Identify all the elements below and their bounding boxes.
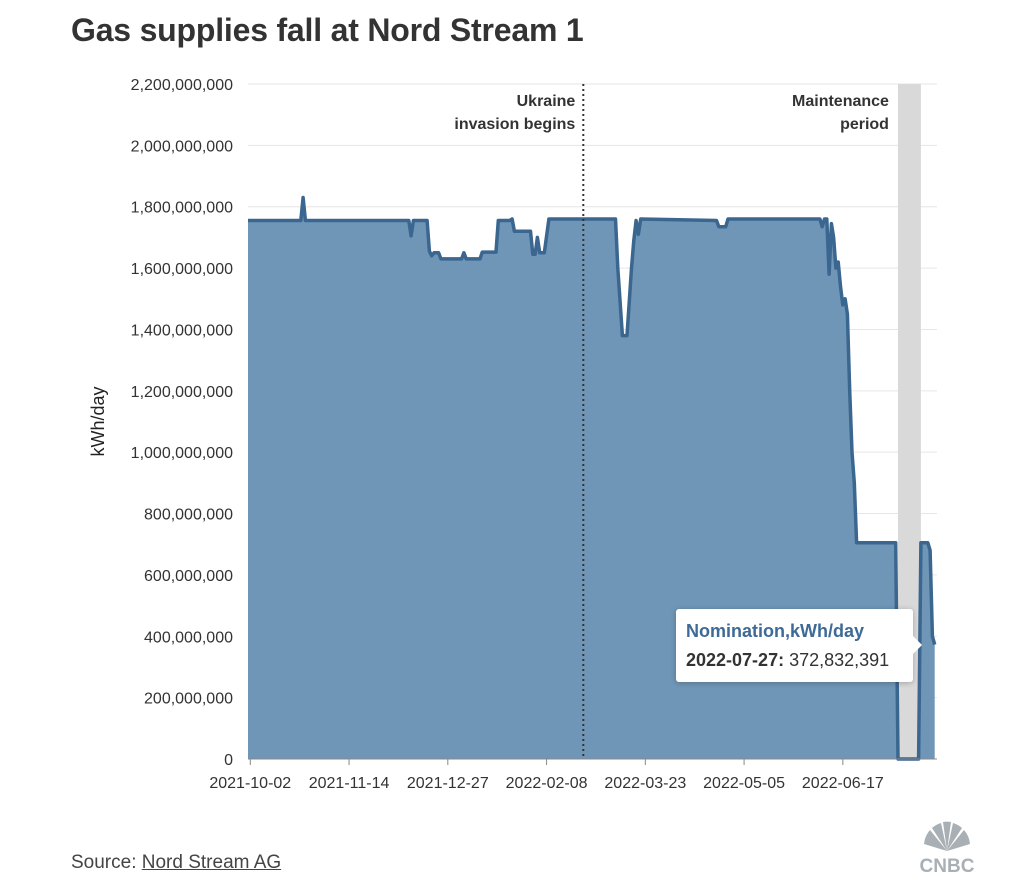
y-tick-label: 400,000,000 bbox=[144, 629, 233, 646]
tooltip-date: 2022-07-27: bbox=[686, 650, 785, 670]
chart-tooltip: Nomination,kWh/day 2022-07-27: 372,832,3… bbox=[676, 609, 922, 682]
x-tick-label: 2022-03-23 bbox=[604, 775, 686, 792]
source-prefix: Source: bbox=[71, 852, 142, 873]
y-tick-label: 2,000,000,000 bbox=[131, 138, 233, 155]
x-tick-label: 2021-12-27 bbox=[407, 775, 489, 792]
axis-layer: 0 200,000,000 400,000,000 600,000,000 800,00… bbox=[88, 77, 937, 792]
x-tick-label: 2022-06-17 bbox=[802, 775, 884, 792]
maintenance-band-layer bbox=[897, 84, 921, 759]
series-line[interactable] bbox=[248, 195, 937, 761]
x-tick-label: 2021-11-14 bbox=[309, 775, 390, 792]
cnbc-peacock-logo: CNBC bbox=[920, 821, 975, 876]
tooltip-row: 2022-07-27: 372,832,391 bbox=[686, 650, 889, 671]
y-tick-label: 600,000,000 bbox=[144, 568, 233, 585]
y-tick-label: 0 bbox=[224, 752, 233, 769]
x-tick-label: 2022-05-05 bbox=[703, 775, 785, 792]
y-tick-label: 1,600,000,000 bbox=[131, 261, 233, 278]
x-tick-label: 2021-10-02 bbox=[209, 775, 291, 792]
y-tick-label: 800,000,000 bbox=[144, 507, 233, 524]
chart-title: Gas supplies fall at Nord Stream 1 bbox=[71, 12, 584, 48]
invasion-label: Ukraine bbox=[517, 93, 576, 110]
tooltip-value: 372,832,391 bbox=[789, 650, 890, 670]
annotation-layer: Ukraine invasion begins Maintenance period bbox=[454, 84, 889, 759]
x-tick-label: 2022-02-08 bbox=[506, 775, 588, 792]
y-tick-label: 1,400,000,000 bbox=[131, 322, 233, 339]
tooltip-series: Nomination,kWh/day bbox=[686, 621, 865, 641]
y-tick-label: 1,800,000,000 bbox=[131, 200, 233, 217]
y-tick-label: 200,000,000 bbox=[144, 691, 233, 708]
y-tick-label: 1,000,000,000 bbox=[131, 445, 233, 462]
y-tick-label: 2,200,000,000 bbox=[131, 77, 233, 94]
maintenance-label: period bbox=[840, 116, 889, 133]
maintenance-band bbox=[897, 84, 921, 759]
maintenance-label: Maintenance bbox=[792, 93, 889, 110]
invasion-label: invasion begins bbox=[454, 116, 575, 133]
y-tick-label: 1,200,000,000 bbox=[131, 384, 233, 401]
source-link[interactable]: Nord Stream AG bbox=[141, 852, 282, 873]
source-note: Source: Nord Stream AG bbox=[71, 852, 281, 874]
logo-text: CNBC bbox=[920, 856, 975, 876]
y-axis-label: kWh/day bbox=[88, 386, 108, 456]
